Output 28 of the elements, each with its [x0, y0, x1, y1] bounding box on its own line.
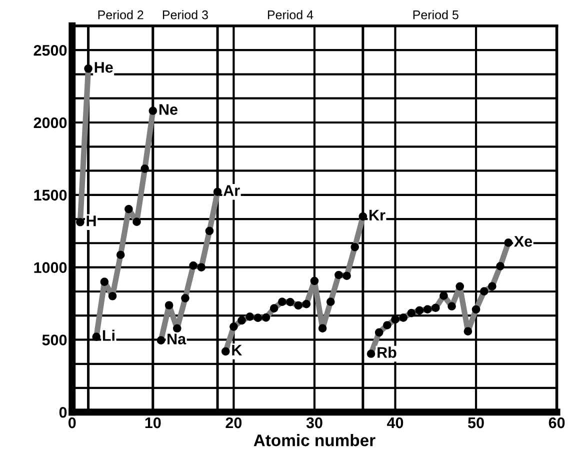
- text: Period 4: [268, 10, 314, 20]
- annotation: Ne: [159, 104, 178, 115]
- x-tick-label: 60: [548, 417, 565, 428]
- annotation: Xe: [514, 236, 532, 247]
- y-tick-label: 2000: [34, 117, 67, 128]
- y-tick-label: 500: [42, 334, 67, 346]
- y-tick-label: 1000: [34, 262, 67, 273]
- y-tick-label: 1500: [34, 190, 67, 201]
- y-tick-label: 2500: [34, 44, 67, 56]
- annotation: Rb: [378, 346, 396, 358]
- annotation: K: [232, 344, 242, 356]
- x-tick-label: 0: [68, 417, 76, 428]
- x-axis-title: Atomic number: [254, 434, 376, 446]
- annotation: He: [94, 62, 113, 73]
- text: Period 2: [98, 10, 144, 20]
- annotation: Ar: [223, 185, 240, 196]
- text: Period 5: [413, 10, 458, 20]
- annotation: Na: [168, 334, 186, 344]
- x-tick-label: 30: [306, 417, 322, 428]
- x-tick-label: 10: [145, 417, 161, 428]
- y-tick-label: 0: [59, 406, 67, 418]
- x-tick-label: 50: [468, 417, 484, 428]
- x-tick-label: 20: [226, 417, 242, 428]
- annotation: Li: [102, 330, 114, 341]
- annotation: Kr: [370, 210, 386, 220]
- annotation: H: [86, 216, 96, 226]
- x-tick-label: 40: [386, 417, 404, 428]
- text: Period 3: [162, 10, 208, 20]
